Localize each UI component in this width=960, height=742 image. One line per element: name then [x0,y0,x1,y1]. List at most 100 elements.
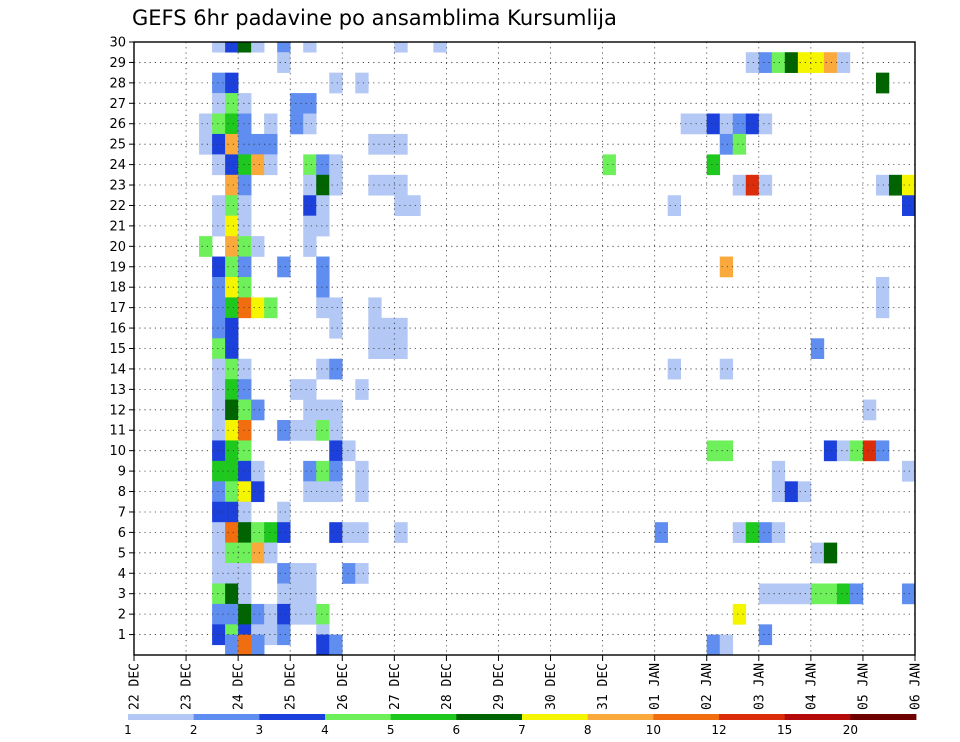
heatmap-cell [290,583,304,605]
y-tick-label: 2 [118,608,126,623]
heatmap-cell [225,113,239,135]
heatmap-cell [810,338,825,360]
heatmap-cell [212,276,226,298]
heatmap-cell [251,236,265,257]
heatmap-cell [303,195,317,216]
heatmap-cell [329,399,343,421]
legend-swatch [259,714,326,720]
y-tick-label: 17 [109,301,126,316]
heatmap-cell [381,338,395,360]
x-tick-label: 03 JAN [752,663,767,710]
heatmap-cell [433,42,447,53]
heatmap-cell [329,358,343,380]
legend-swatch [653,714,720,720]
heatmap-cell [238,42,252,53]
heatmap-cell [303,481,317,503]
heatmap-cell [329,481,343,503]
heatmap-cell [212,195,226,216]
y-tick-label: 25 [109,138,126,153]
heatmap-cell [277,256,291,278]
heatmap-cell [212,358,226,380]
x-tick-label: 28 DEC [440,663,455,710]
heatmap-cell [225,133,239,155]
heatmap-cell [849,583,864,605]
heatmap-cell [875,276,890,298]
heatmap-cell [212,317,226,339]
heatmap-cell [251,634,265,656]
heatmap-cell [212,133,226,155]
legend-label: 2 [190,723,198,737]
y-tick-label: 16 [109,322,126,337]
y-tick-label: 15 [109,342,126,357]
heatmap-cell [264,154,278,176]
heatmap-cell [875,297,890,319]
x-axis: 22 DEC 23 DEC 24 DEC 25 DEC 26 DEC 27 DEC 28 D… [128,655,924,710]
heatmap-cell [719,358,734,380]
heatmap-cell [368,338,382,360]
heatmap-cell [732,133,747,155]
y-tick-label: 3 [118,587,126,602]
heatmap-cell [290,603,304,625]
heatmap-cell [667,195,681,216]
heatmap-cell [342,522,356,543]
heatmap-cell [225,634,239,656]
x-tick-label: 30 DEC [544,663,559,710]
grid-lines [134,41,915,655]
heatmap-cell [745,522,760,543]
heatmap-cell [394,133,408,155]
legend-swatch [587,714,654,720]
heatmap-cell [654,522,668,543]
heatmap-cell [329,297,343,319]
heatmap-cell [303,236,317,257]
heatmap-cell [225,256,239,278]
heatmap-cell [719,634,734,656]
heatmap-cell [862,399,877,421]
heatmap-cell [251,542,265,564]
heatmap-cell [316,195,330,216]
heatmap-cell [823,542,838,564]
heatmap-cell [901,460,916,482]
heatmap-cell [316,154,330,176]
heatmap-cell [251,42,265,53]
heatmap-cell [212,215,226,237]
heatmap-cell [290,563,304,584]
heatmap-cell [784,52,799,73]
heatmap-cell [264,297,278,319]
heatmap-cell [251,460,265,482]
x-tick-label: 25 DEC [284,663,299,710]
heatmap-cell [251,154,265,176]
heatmap-cell [368,174,382,196]
heatmap-cell [303,420,317,441]
heatmap-cell [212,460,226,482]
heatmap-cell [225,215,239,237]
heatmap-cell [238,256,252,278]
heatmap-cell [238,501,252,523]
heatmap-cell [342,440,356,462]
heatmap-cell [303,174,317,196]
heatmap-cell [758,174,773,196]
heatmap-cell [316,358,330,380]
legend-swatch [193,714,260,720]
y-tick-label: 7 [118,505,126,520]
heatmap-cell [745,174,760,196]
heatmap-cell [329,174,343,196]
heatmap-cell [745,52,760,73]
heatmap-cell [264,522,278,543]
legend-label: 15 [777,723,792,737]
heatmap-cell [290,113,304,135]
heatmap-cell [225,583,239,605]
heatmap-cell [732,174,747,196]
y-tick-label: 11 [109,424,126,439]
heatmap-cell [732,522,747,543]
color-legend: 1 2 3 4 5 6 7 8 10 12 15 20 [124,714,917,737]
heatmap-cell [394,174,408,196]
heatmap-cell [602,154,616,176]
y-tick-label: 20 [109,240,126,255]
y-tick-label: 6 [118,526,126,541]
heatmap-cell [225,542,239,564]
heatmap-cell [212,624,226,646]
legend-label: 12 [711,723,726,737]
heatmap-cell [316,174,330,196]
heatmap-cell [316,256,330,278]
heatmap-cell [277,522,291,543]
